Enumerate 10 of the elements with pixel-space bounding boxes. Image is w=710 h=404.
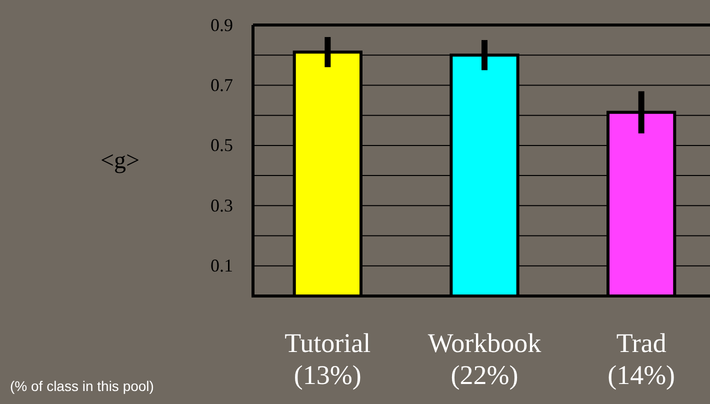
y-tick-label: 0.9: [210, 14, 233, 35]
x-tick-label: Workbook (22%): [428, 328, 542, 390]
text: (% of class in this pool): [10, 378, 154, 394]
y-tick-label: 0.5: [210, 135, 233, 156]
y-tick-label: 0.3: [210, 195, 233, 216]
x-tick-label: Trad (14%): [608, 328, 676, 390]
y-tick-label: 0.7: [210, 74, 233, 95]
y-tick-label: 0.1: [210, 256, 233, 276]
y-axis-title: <g>: [100, 148, 140, 174]
x-tick-label: Tutorial (13%): [284, 328, 371, 390]
